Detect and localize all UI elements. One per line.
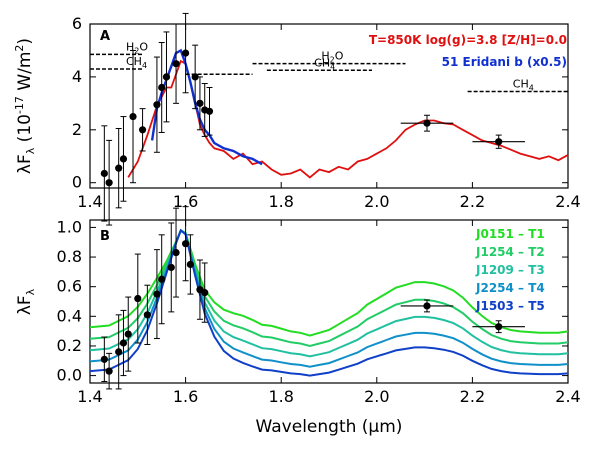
panel-a-data-point: [153, 101, 161, 109]
x-tick-label: 2.0: [364, 192, 389, 211]
x-tick-label: 1.6: [173, 192, 198, 211]
molecule-band-label: CH4: [513, 77, 534, 92]
y-tick-label: 0.6: [57, 277, 82, 296]
panel-b-data-point: [100, 355, 108, 363]
x-tick-label: 1.6: [173, 387, 198, 406]
x-tick-label: 2.2: [460, 387, 485, 406]
panel-a-label: A: [100, 29, 110, 44]
panel-b-data-point: [158, 275, 166, 283]
panel-a-data-point: [191, 73, 199, 81]
panel-b-data-point: [124, 330, 132, 338]
panel-b-data-point: [201, 289, 209, 297]
panel-a-data-point: [158, 83, 166, 92]
x-tick-label: 1.8: [268, 192, 293, 211]
model-label: T=850K log(g)=3.8 [Z/H]=0.0: [369, 33, 567, 47]
y-tick-label: 0.0: [57, 366, 82, 385]
panel-a-data-point: [205, 107, 214, 115]
panel-a-data-point: [100, 169, 108, 178]
y-tick-label: 0.4: [57, 306, 82, 325]
template-spectrum-line: [89, 228, 569, 377]
panel-b-plot: [89, 206, 569, 390]
panel-b-data-point: [153, 290, 161, 298]
molecule-band-label: H2O: [321, 50, 343, 65]
panel-a-y-title: λFλ (10-17 W/m2): [13, 38, 37, 174]
object-label: 51 Eridani b (x0.5): [442, 55, 567, 69]
x-tick-label: 2.2: [460, 192, 485, 211]
panel-b-data-point: [119, 339, 128, 347]
panel-b-data-point: [143, 311, 151, 319]
y-tick-label: 4: [72, 67, 82, 86]
x-axis-title: Wavelength (μm): [256, 417, 403, 437]
panel-b-data-point: [423, 302, 431, 310]
panel-a-data-point: [129, 112, 137, 121]
panel-b-data-point: [105, 367, 113, 375]
x-tick-label: 2.0: [364, 387, 389, 406]
panel-a-data-point: [495, 138, 503, 146]
panel-b-y-title: λFλ: [15, 288, 37, 315]
x-tick-label: 2.4: [555, 192, 580, 211]
panel-a-data-point: [182, 49, 190, 57]
panel-a-data-point: [172, 60, 180, 68]
panel-a-data-point: [119, 155, 128, 163]
panel-b-data-point: [115, 348, 123, 356]
y-tick-label: 1.0: [57, 217, 82, 236]
molecule-band-label: CH4: [126, 55, 147, 70]
x-tick-label: 2.4: [555, 387, 580, 406]
x-tick-label: 1.4: [77, 387, 102, 406]
panel-a-data-point: [105, 179, 113, 187]
molecule-band-label: H2O: [126, 40, 148, 55]
panel-b-data-point: [172, 249, 180, 257]
y-tick-label: 2: [72, 120, 82, 139]
panel-b-legend: J0151 – T1 J1254 – T2 J1209 – T3 J2254 – T4…: [475, 227, 545, 313]
panel-a-data-point: [115, 164, 123, 172]
y-tick-label: 0.2: [57, 336, 82, 355]
panel-a-data-point: [162, 73, 171, 81]
panel-b-data-point: [495, 323, 503, 331]
panel-b-data-point: [167, 263, 175, 272]
panel-a-data-point: [423, 119, 431, 127]
legend-entry: J2254 – T4: [475, 281, 545, 295]
panel-b-frame: [89, 219, 569, 384]
legend-entry: J1209 – T3: [475, 263, 545, 277]
panel-a-frame: [89, 23, 569, 189]
y-tick-label: 0: [72, 173, 82, 192]
y-tick-label: 6: [72, 14, 82, 33]
panel-b: 1.4 1.6 1.8 2.0 2.2 2.4 0.0 0.2 0.4 0.6 0.8 1.0 B J…: [15, 206, 581, 437]
panel-a-ticks: 1.4 1.6 1.8 2.0 2.2 2.4 0 2 4 6: [72, 14, 581, 211]
x-tick-label: 1.8: [268, 387, 293, 406]
panel-b-label: B: [100, 229, 110, 244]
panel-b-data-point: [182, 240, 190, 248]
panel-a-data-point: [196, 99, 204, 107]
panel-b-ticks: 1.4 1.6 1.8 2.0 2.2 2.4 0.0 0.2 0.4 0.6 0.8 1.0: [57, 217, 581, 406]
panel-b-data-point: [134, 294, 142, 303]
y-tick-label: 0.8: [57, 247, 82, 266]
legend-entry: J0151 – T1: [475, 227, 545, 241]
panel-b-data-point: [186, 260, 194, 269]
x-tick-label: 1.4: [77, 192, 102, 211]
molecule-band-label: CH4: [314, 56, 335, 71]
legend-entry: J1503 – T5: [475, 299, 545, 313]
legend-entry: J1254 – T2: [475, 245, 545, 259]
panel-a-data-point: [138, 126, 147, 134]
